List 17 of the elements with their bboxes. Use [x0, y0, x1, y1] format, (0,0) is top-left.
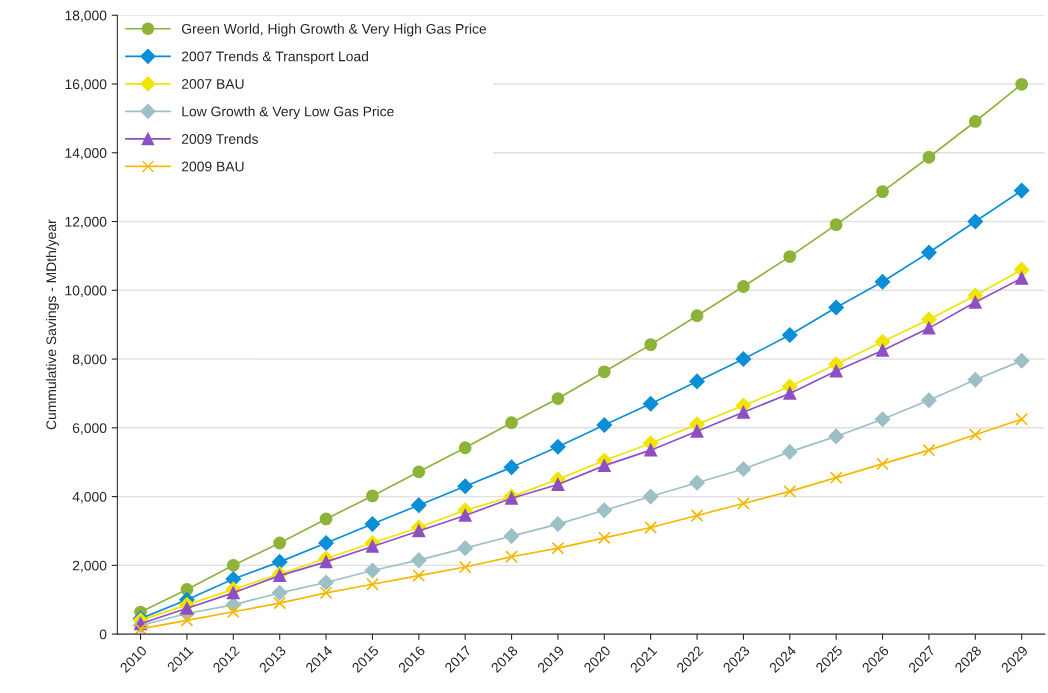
y-tick-label: 14,000	[65, 148, 107, 160]
y-tick-label: 10,000	[65, 285, 107, 298]
legend-label: Low Growth & Very Low Gas Price	[182, 106, 394, 120]
y-tick-label: 18,000	[65, 10, 107, 23]
y-tick-label: 12,000	[65, 216, 107, 229]
legend-label: 2007 Trends & Transport Load	[181, 51, 368, 65]
y-tick-label: 16,000	[65, 79, 107, 91]
y-tick-label: 0	[99, 629, 107, 640]
legend-label: Green World, High Growth & Very High Gas Price	[181, 23, 487, 37]
y-tick-label: 8,000	[72, 354, 107, 366]
y-tick-label: 4,000	[72, 491, 107, 504]
y-tick-label: 2,000	[72, 560, 107, 573]
legend-label: 2009 BAU	[181, 161, 244, 172]
y-tick-label: 6,000	[72, 423, 107, 435]
legend-label: 2009 Trends	[181, 133, 258, 144]
legend-label: 2007 BAU	[181, 79, 244, 89]
y-axis-title: Cummulative Savings - MDth/year	[45, 219, 59, 430]
